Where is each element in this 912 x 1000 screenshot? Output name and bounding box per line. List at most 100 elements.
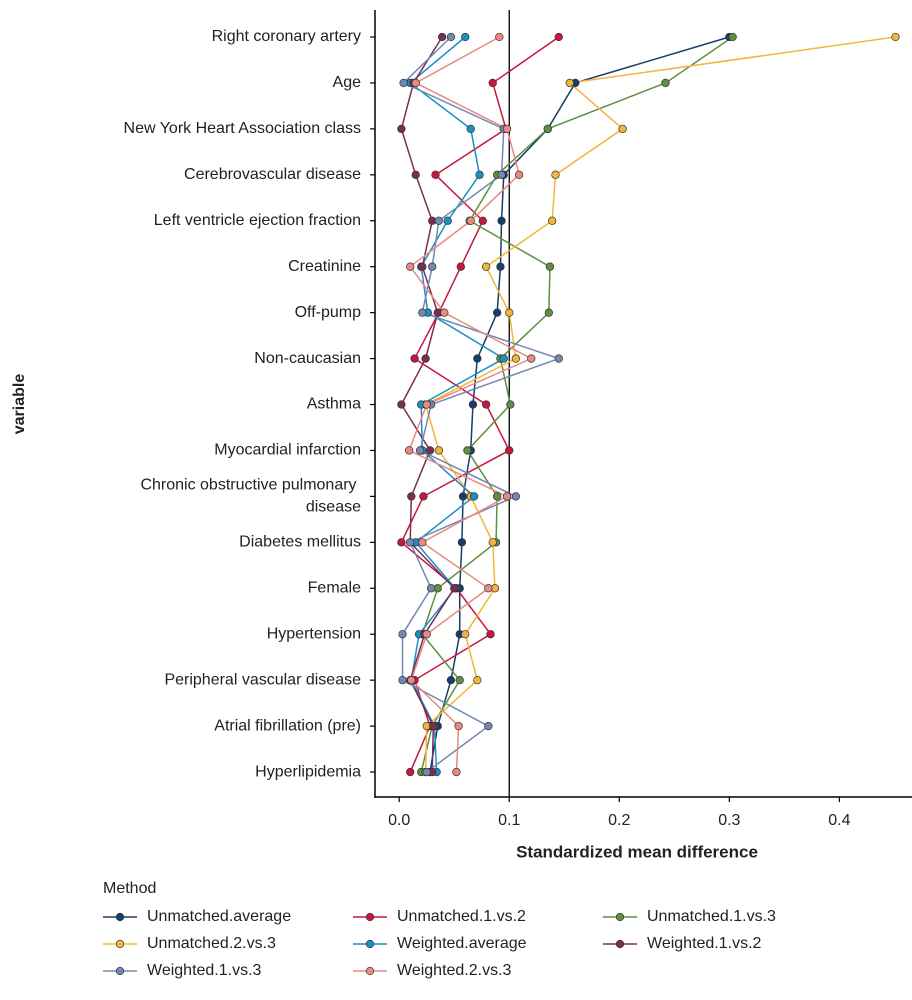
point: [406, 538, 415, 547]
point: [461, 32, 470, 42]
point: [496, 262, 505, 271]
x-tick-label: 0.3: [718, 812, 740, 829]
point: [488, 538, 497, 547]
y-tick-label: Asthma: [307, 396, 361, 413]
point: [421, 354, 430, 363]
x-tick-label: 0.0: [388, 812, 410, 829]
legend-marker: [615, 939, 625, 949]
y-tick-label: Diabetes mellitus: [239, 534, 361, 551]
point: [478, 216, 487, 225]
point: [488, 78, 497, 88]
point: [397, 400, 406, 409]
y-tick-label: Atrial fibrillation (pre): [214, 717, 361, 734]
legend-marker: [365, 966, 375, 976]
series-line: [424, 36, 896, 773]
point: [554, 32, 563, 42]
point: [425, 446, 435, 455]
point: [404, 446, 414, 455]
point: [618, 124, 627, 134]
point: [398, 676, 407, 685]
x-axis-title: Standardized mean difference: [516, 842, 758, 861]
point: [406, 767, 415, 777]
point: [407, 492, 416, 501]
point: [891, 32, 900, 42]
legend-marker: [365, 939, 375, 949]
point: [481, 400, 491, 409]
legend-label: Unmatched.2.vs.3: [147, 935, 276, 952]
point: [511, 354, 521, 363]
point: [495, 32, 504, 42]
legend-label: Weighted.1.vs.2: [647, 935, 762, 952]
point: [506, 400, 515, 409]
y-tick-label: Myocardial infarction: [214, 442, 361, 459]
point: [434, 216, 443, 225]
point: [422, 630, 431, 639]
point: [450, 584, 459, 593]
point: [398, 630, 407, 639]
legend-marker: [615, 912, 625, 922]
point: [418, 308, 427, 317]
point: [406, 262, 415, 271]
point: [419, 492, 428, 501]
x-tick-label: 0.4: [828, 812, 850, 829]
point: [505, 308, 514, 317]
point: [505, 446, 514, 455]
point: [431, 170, 440, 179]
legend-label: Weighted.average: [397, 935, 527, 952]
point: [457, 538, 467, 547]
point: [544, 308, 554, 317]
point: [429, 721, 438, 731]
y-tick-label: Non-caucasian: [254, 350, 361, 367]
legend-marker: [115, 912, 125, 922]
point: [437, 32, 447, 42]
point: [511, 492, 521, 501]
series-line: [420, 36, 734, 773]
point: [454, 721, 463, 731]
legend-marker: [115, 966, 125, 976]
point: [399, 78, 408, 88]
point: [499, 354, 508, 363]
point: [468, 400, 478, 409]
legend-label: Weighted.2.vs.3: [397, 962, 512, 979]
point: [502, 492, 512, 501]
point: [418, 262, 427, 271]
point: [486, 630, 495, 639]
point: [463, 446, 472, 455]
y-tick-label: Off-pump: [295, 304, 362, 321]
point: [473, 354, 482, 363]
point: [397, 124, 406, 134]
point: [456, 262, 465, 271]
point: [554, 354, 563, 363]
point: [481, 262, 491, 271]
point: [497, 170, 506, 179]
point: [458, 492, 468, 501]
point: [411, 78, 420, 88]
legend-marker: [365, 912, 375, 922]
point: [527, 354, 536, 363]
point: [473, 676, 482, 685]
point: [397, 538, 406, 547]
point: [466, 216, 475, 225]
legend-label: Weighted.1.vs.3: [147, 962, 262, 979]
legend-title: Method: [103, 880, 156, 897]
point: [443, 216, 452, 225]
point: [565, 78, 574, 88]
point: [418, 538, 427, 547]
point: [461, 630, 470, 639]
point: [440, 308, 449, 317]
point: [497, 216, 506, 225]
point: [422, 767, 431, 777]
legend-marker: [115, 939, 125, 949]
y-tick-label: Peripheral vascular disease: [164, 671, 361, 688]
y-tick-label: Age: [333, 74, 362, 91]
point: [446, 676, 456, 685]
y-tick-label: Hyperlipidemia: [255, 763, 361, 780]
y-tick-label: Chronic obstructive pulmonary disease: [140, 477, 361, 516]
y-tick-label: Left ventricle ejection fraction: [154, 212, 361, 229]
label-line: Chronic obstructive pulmonary: [140, 477, 361, 494]
y-tick-label: Creatinine: [288, 258, 361, 275]
point: [484, 721, 493, 731]
y-tick-label: Cerebrovascular disease: [184, 166, 361, 183]
point: [415, 446, 425, 455]
